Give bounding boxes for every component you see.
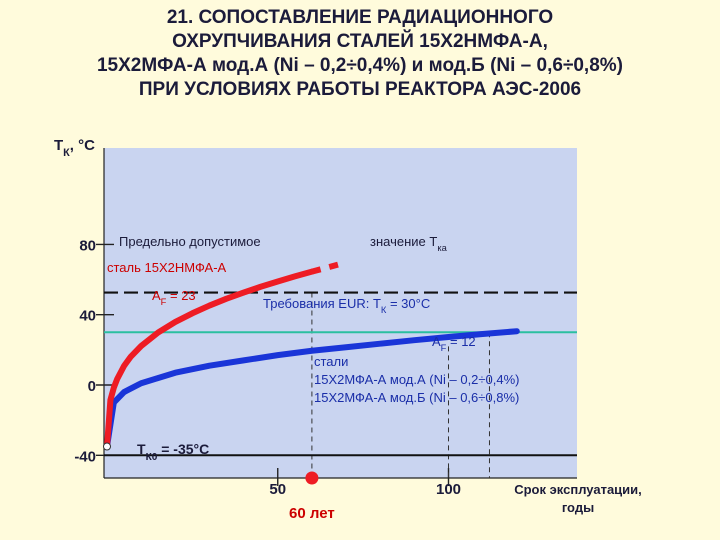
x-axis-label-line1: Срок эксплуатации, bbox=[514, 482, 642, 497]
title-line-1: 21. СОПОСТАВЛЕНИЕ РАДИАЦИОННОГО bbox=[166, 7, 554, 28]
title-line-2: ОХРУПЧИВАНИЯ СТАЛЕЙ 15Х2НМФА-А, bbox=[172, 31, 548, 52]
chart-title: 21. СОПОСТАВЛЕНИЕ РАДИАЦИОННОГО ОХРУПЧИВ… bbox=[0, 6, 720, 102]
eur-label: Требования EUR: ТК = 30°С bbox=[263, 296, 430, 315]
y-tick-label: -40 bbox=[74, 448, 96, 465]
limit-label-right: значение Тка bbox=[370, 234, 448, 253]
blue-curve-series bbox=[104, 328, 520, 450]
red-curve-series bbox=[104, 268, 315, 450]
limit-label-left: Предельно допустимое bbox=[119, 234, 261, 249]
steels-label-line3: 15Х2МФА-А мод.Б (Ni – 0,6÷0,8%) bbox=[314, 390, 519, 405]
steel-a-label: сталь 15Х2НМФА-А bbox=[107, 260, 227, 275]
tk0-label: ТК0 = -35°С bbox=[137, 441, 209, 463]
y-axis-label: ТК, °С bbox=[54, 137, 95, 159]
steels-label-line2: 15Х2МФА-А мод.А (Ni – 0,2÷0,4%) bbox=[314, 372, 520, 387]
initial-point-marker bbox=[103, 442, 111, 451]
y-tick-label: 80 bbox=[79, 237, 96, 254]
af-red-label: AF = 23 bbox=[152, 288, 196, 307]
af-blue-label: AF = 12 bbox=[432, 334, 476, 353]
title-line-4: ПРИ УСЛОВИЯХ РАБОТЫ РЕАКТОРА АЭС-2006 bbox=[138, 79, 582, 100]
sixty-years-label: 60 лет bbox=[289, 505, 335, 522]
x-tick-label: 50 bbox=[269, 481, 286, 498]
steels-label-line1: стали bbox=[314, 354, 348, 369]
title-line-3: 15Х2МФА-А мод.А (Ni – 0,2÷0,4%) и мод.Б … bbox=[96, 55, 624, 76]
y-tick-label: 40 bbox=[79, 308, 96, 325]
red-curve-extension bbox=[311, 259, 347, 275]
x-axis-label-line2: годы bbox=[562, 500, 594, 515]
plot-area bbox=[104, 148, 577, 478]
sixty-years-marker bbox=[305, 471, 319, 485]
x-tick-label: 100 bbox=[436, 481, 461, 498]
y-tick-label: 0 bbox=[88, 378, 96, 395]
